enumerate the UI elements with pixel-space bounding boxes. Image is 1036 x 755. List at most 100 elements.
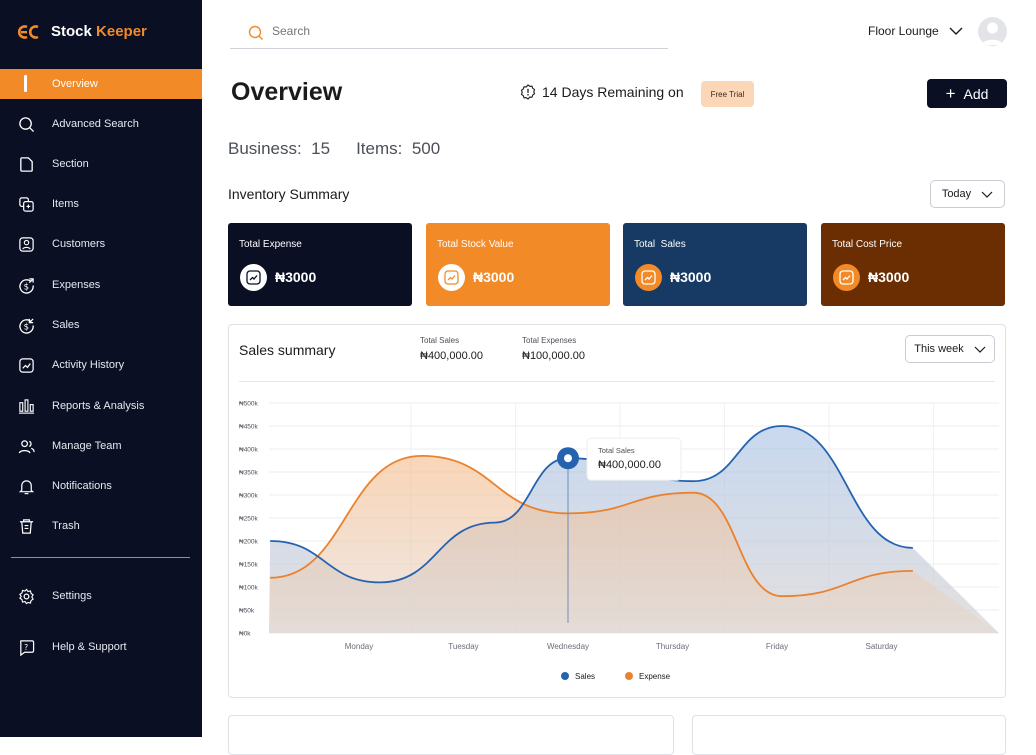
card-label: Total Expense <box>239 239 302 250</box>
activity-icon <box>19 358 34 373</box>
stat-total-sales: Total Sales ₦400,000.00 <box>420 336 483 362</box>
app-name-accent: Keeper <box>96 23 147 40</box>
help-icon: ? <box>20 640 35 656</box>
sidebar-item-advanced-search[interactable]: Advanced Search <box>0 109 202 139</box>
location-label: Floor Lounge <box>868 24 939 38</box>
business-count: 15 <box>311 139 331 158</box>
x-tick-label: Monday <box>345 642 373 651</box>
sidebar-item-label: Customers <box>52 238 106 250</box>
sidebar-item-label: Sales <box>52 319 80 331</box>
search-input[interactable] <box>272 24 572 38</box>
card-label: Total Stock Value <box>437 239 514 250</box>
sales-summary-title: Sales summary <box>239 342 336 358</box>
sidebar-divider <box>11 557 190 558</box>
sidebar-item-trash[interactable]: Trash <box>0 511 202 541</box>
team-icon <box>18 440 35 454</box>
trial-notice: 14 Days Remaining on <box>520 84 684 100</box>
business-label: Business: <box>228 139 302 158</box>
x-tick-label: Wednesday <box>547 642 589 651</box>
legend-label: Expense <box>639 672 671 681</box>
sidebar-item-expenses[interactable]: $ Expenses <box>0 270 202 300</box>
search-bar[interactable] <box>230 19 668 49</box>
legend-label: Sales <box>575 672 595 681</box>
card-value: ₦3000 <box>868 269 910 285</box>
expenses-icon: $ <box>19 278 34 294</box>
card-total-sales[interactable]: Total Sales ₦3000 <box>623 223 807 306</box>
sales-summary-panel: Sales summary Total Sales ₦400,000.00 To… <box>228 324 1006 698</box>
gear-icon <box>19 588 34 605</box>
x-tick-label: Tuesday <box>448 642 478 651</box>
sidebar-item-label: Settings <box>52 590 92 602</box>
sales-chart: ₦0k ₦50k ₦100k ₦150k ₦200k ₦250k ₦300k ₦350k ₦40… <box>239 401 999 681</box>
card-label: Total Sales <box>634 239 686 250</box>
sidebar-item-label: Trash <box>52 520 80 532</box>
stat-label: Total Expenses <box>522 336 577 345</box>
inventory-period-select[interactable]: Today <box>930 180 1005 208</box>
avatar[interactable] <box>978 17 1007 46</box>
svg-text:$: $ <box>24 282 29 292</box>
sidebar-item-settings[interactable]: Settings <box>0 581 202 611</box>
y-tick-label: ₦350k <box>239 470 259 477</box>
trend-icon <box>240 264 267 291</box>
section-icon <box>20 157 33 172</box>
chevron-down-icon <box>974 346 986 353</box>
trash-icon <box>19 519 34 534</box>
sidebar-item-activity-history[interactable]: Activity History <box>0 350 202 380</box>
y-tick-label: ₦500k <box>239 401 259 408</box>
sidebar-item-reports[interactable]: Reports & Analysis <box>0 391 202 421</box>
items-label: Items: <box>356 139 403 158</box>
free-trial-badge: Free Trial <box>701 81 754 107</box>
card-value: ₦3000 <box>275 269 317 285</box>
overview-icon <box>24 75 27 92</box>
location-selector[interactable]: Floor Lounge <box>868 24 963 38</box>
y-tick-label: ₦300k <box>239 493 259 500</box>
sidebar-item-label: Expenses <box>52 279 101 291</box>
y-tick-label: ₦400k <box>239 447 259 454</box>
add-button[interactable]: + Add <box>927 79 1007 108</box>
sidebar-item-help[interactable]: ? Help & Support <box>0 632 202 662</box>
tooltip-label: Total Sales <box>598 446 635 455</box>
reports-icon <box>18 399 35 414</box>
bell-icon <box>18 480 35 495</box>
plus-icon: + <box>945 84 956 103</box>
sidebar-item-manage-team[interactable]: Manage Team <box>0 431 202 461</box>
card-total-cost-price[interactable]: Total Cost Price ₦3000 <box>821 223 1005 306</box>
y-tick-label: ₦100k <box>239 585 259 592</box>
sidebar-item-label: Reports & Analysis <box>52 400 145 412</box>
app-logo[interactable]: Stock Keeper <box>18 23 147 40</box>
sidebar-item-label: Advanced Search <box>52 118 139 130</box>
sidebar-item-customers[interactable]: Customers <box>0 229 202 259</box>
add-button-label: Add <box>963 85 989 102</box>
sidebar-item-overview[interactable]: Overview <box>0 69 202 99</box>
sidebar-item-sales[interactable]: $ Sales <box>0 310 202 340</box>
sidebar: Stock Keeper Overview Advanced Search Se… <box>0 0 202 737</box>
card-label: Total Cost Price <box>832 239 903 250</box>
card-total-expense[interactable]: Total Expense ₦3000 <box>228 223 412 306</box>
card-total-stock-value[interactable]: Total Stock Value ₦3000 <box>426 223 610 306</box>
tooltip-marker-center <box>564 454 572 463</box>
x-tick-label: Thursday <box>656 642 689 651</box>
sidebar-item-label: Section <box>52 158 89 170</box>
tooltip-value: ₦400,000.00 <box>598 459 661 471</box>
y-tick-label: ₦250k <box>239 516 259 523</box>
stat-value: ₦400,000.00 <box>420 350 483 362</box>
items-icon <box>19 197 34 212</box>
trend-icon <box>833 264 860 291</box>
search-icon <box>248 25 263 40</box>
x-tick-label: Saturday <box>865 642 897 651</box>
sales-icon: $ <box>19 318 34 334</box>
user-avatar-icon <box>982 22 1003 45</box>
sidebar-item-notifications[interactable]: Notifications <box>0 471 202 501</box>
trend-icon <box>438 264 465 291</box>
sidebar-item-items[interactable]: Items <box>0 189 202 219</box>
app-name: Stock <box>51 23 92 40</box>
sidebar-item-label: Overview <box>52 78 98 90</box>
sidebar-item-section[interactable]: Section <box>0 149 202 179</box>
chevron-down-icon <box>949 27 963 35</box>
expense-area <box>269 455 999 633</box>
y-tick-label: ₦150k <box>239 562 259 569</box>
sales-period-select[interactable]: This week <box>905 335 995 363</box>
stat-value: ₦100,000.00 <box>522 350 585 362</box>
y-tick-label: ₦450k <box>239 424 259 431</box>
inventory-period-value: Today <box>941 188 972 200</box>
